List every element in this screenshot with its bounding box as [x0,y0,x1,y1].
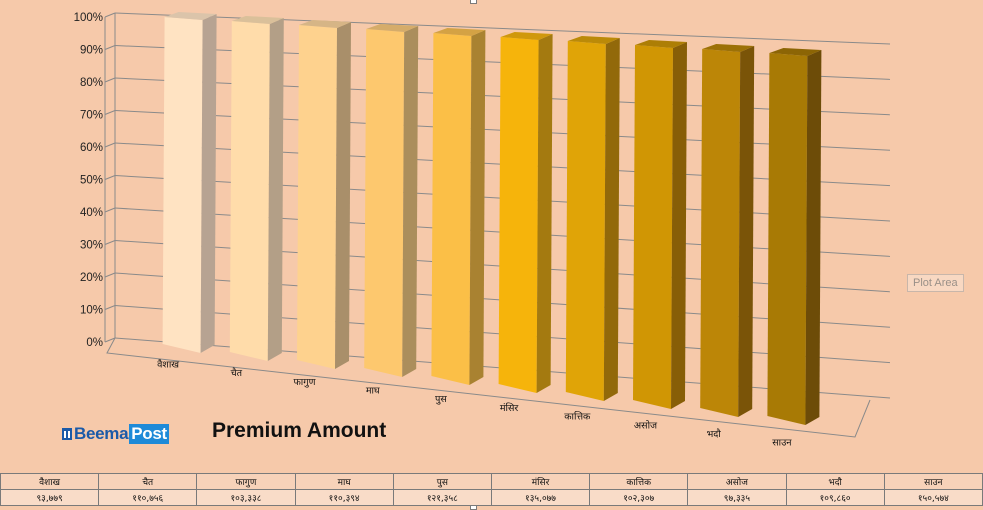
bar [297,25,337,369]
y-tick-label: 70% [80,110,103,122]
table-header-cell: फागुण [196,473,296,490]
bar-top [366,24,419,32]
table-cell: १०२,३०७ [589,489,689,506]
bar-top [299,20,351,28]
plot-area-tooltip: Plot Area [907,274,964,292]
side-gridline [104,45,116,50]
table-header-row: वैशाख चैत फागुण माघ पुस मंसिर कात्तिक असोज भदौ सा… [0,473,983,490]
table-header-cell: असोज [687,473,787,490]
bar [364,29,405,377]
y-tick-label: 50% [80,175,103,187]
bar [431,33,472,385]
x-tick-label: कात्तिक [564,411,591,423]
bar-side [469,30,486,385]
bar [229,21,270,361]
side-gridline [104,272,116,278]
side-gridline [104,240,116,245]
bar-side [671,42,687,409]
bar-top [500,32,553,40]
table-header-cell: वैशाख [0,473,100,490]
table-cell: ११०,३९४ [294,489,394,506]
y-tick-label: 60% [80,142,103,154]
bar-top [702,44,755,52]
floor-edge [106,337,871,438]
logo-icon [62,428,72,440]
bar-side [267,18,284,361]
table-cell: ११०,७५६ [98,489,198,506]
side-gridline [104,12,116,18]
logo-word-1: Beema [74,424,129,443]
x-tick-label: भदौ [707,428,722,440]
side-gridline [104,305,116,310]
x-tick-label: असोज [634,419,658,431]
y-tick-label: 0% [86,337,103,349]
x-tick-label: चैत [231,367,243,379]
selection-handle-top[interactable] [470,0,477,4]
chart-title: Premium Amount [212,419,386,442]
bar-side [402,26,419,377]
y-tick-label: 30% [80,240,103,252]
side-gridline [104,207,116,213]
y-tick-label: 10% [80,305,103,317]
bar-side [200,14,217,353]
side-gridline [104,142,116,148]
y-tick-label: 90% [80,45,103,57]
y-tick-label: 80% [80,77,103,89]
bar-side [536,34,553,393]
table-header-cell: भदौ [785,473,885,490]
side-gridline [104,77,116,83]
table-cell: ९३,७७९ [0,489,100,506]
x-tick-label: मंसिर [500,402,520,414]
y-tick-label: 40% [80,207,103,219]
x-tick-label: साउन [772,438,792,449]
side-gridline [104,110,116,115]
bar [767,53,808,425]
table-cell: १५०,५७४ [883,489,983,506]
x-tick-label: फागुण [293,377,315,388]
bar-side [335,22,351,369]
bar [565,41,606,401]
x-tick-label: माघ [366,385,380,396]
bar-side [805,50,822,425]
bar-top [231,16,284,24]
bar-top [164,12,217,20]
x-tick-label: पुस [435,394,447,405]
bar-side [738,46,755,417]
table-header-cell: साउन [883,473,983,490]
y-tick-label: 20% [80,272,103,284]
bar-top [433,28,486,36]
bar-top [567,36,620,44]
y-tick-label: 100% [74,12,103,24]
table-value-row: ९३,७७९ ११०,७५६ १०३,३३८ ११०,३९४ १२१,३५८ १३५,०७… [0,489,983,506]
table-cell: १०९,८६० [785,489,885,506]
y-axis: 0% 10% 20% 30% 40% 50% 60% 70% 80% 90% 100% [74,12,103,349]
x-axis: वैशाख चैत फागुण माघ पुस मंसिर कात्तिक असोज भदौ सा… [157,358,792,448]
table-header-cell: कात्तिक [589,473,689,490]
table-header-cell: पुस [392,473,492,490]
side-gridline [104,337,116,343]
table-header-cell: चैत [98,473,198,490]
side-gridline [104,175,116,180]
table-cell: १०३,३३८ [196,489,296,506]
table-header-cell: मंसिर [490,473,591,490]
bar [162,17,203,353]
data-table: वैशाख चैत फागुण माघ पुस मंसिर कात्तिक असोज भदौ सा… [0,473,983,506]
x-tick-label: वैशाख [157,358,179,370]
bar [700,49,741,417]
table-cell: १३५,०७७ [490,489,591,506]
logo-word-2: Post [129,424,169,444]
bar-side [603,38,620,401]
bar-top [635,40,687,48]
bar-top [769,48,822,56]
table-cell: ९७,३३५ [687,489,787,506]
beemapost-logo: Beema Post [62,424,169,444]
bar [498,37,539,393]
table-header-cell: माघ [294,473,394,490]
bar [633,45,673,409]
table-cell: १२१,३५८ [392,489,492,506]
bars [162,12,822,425]
